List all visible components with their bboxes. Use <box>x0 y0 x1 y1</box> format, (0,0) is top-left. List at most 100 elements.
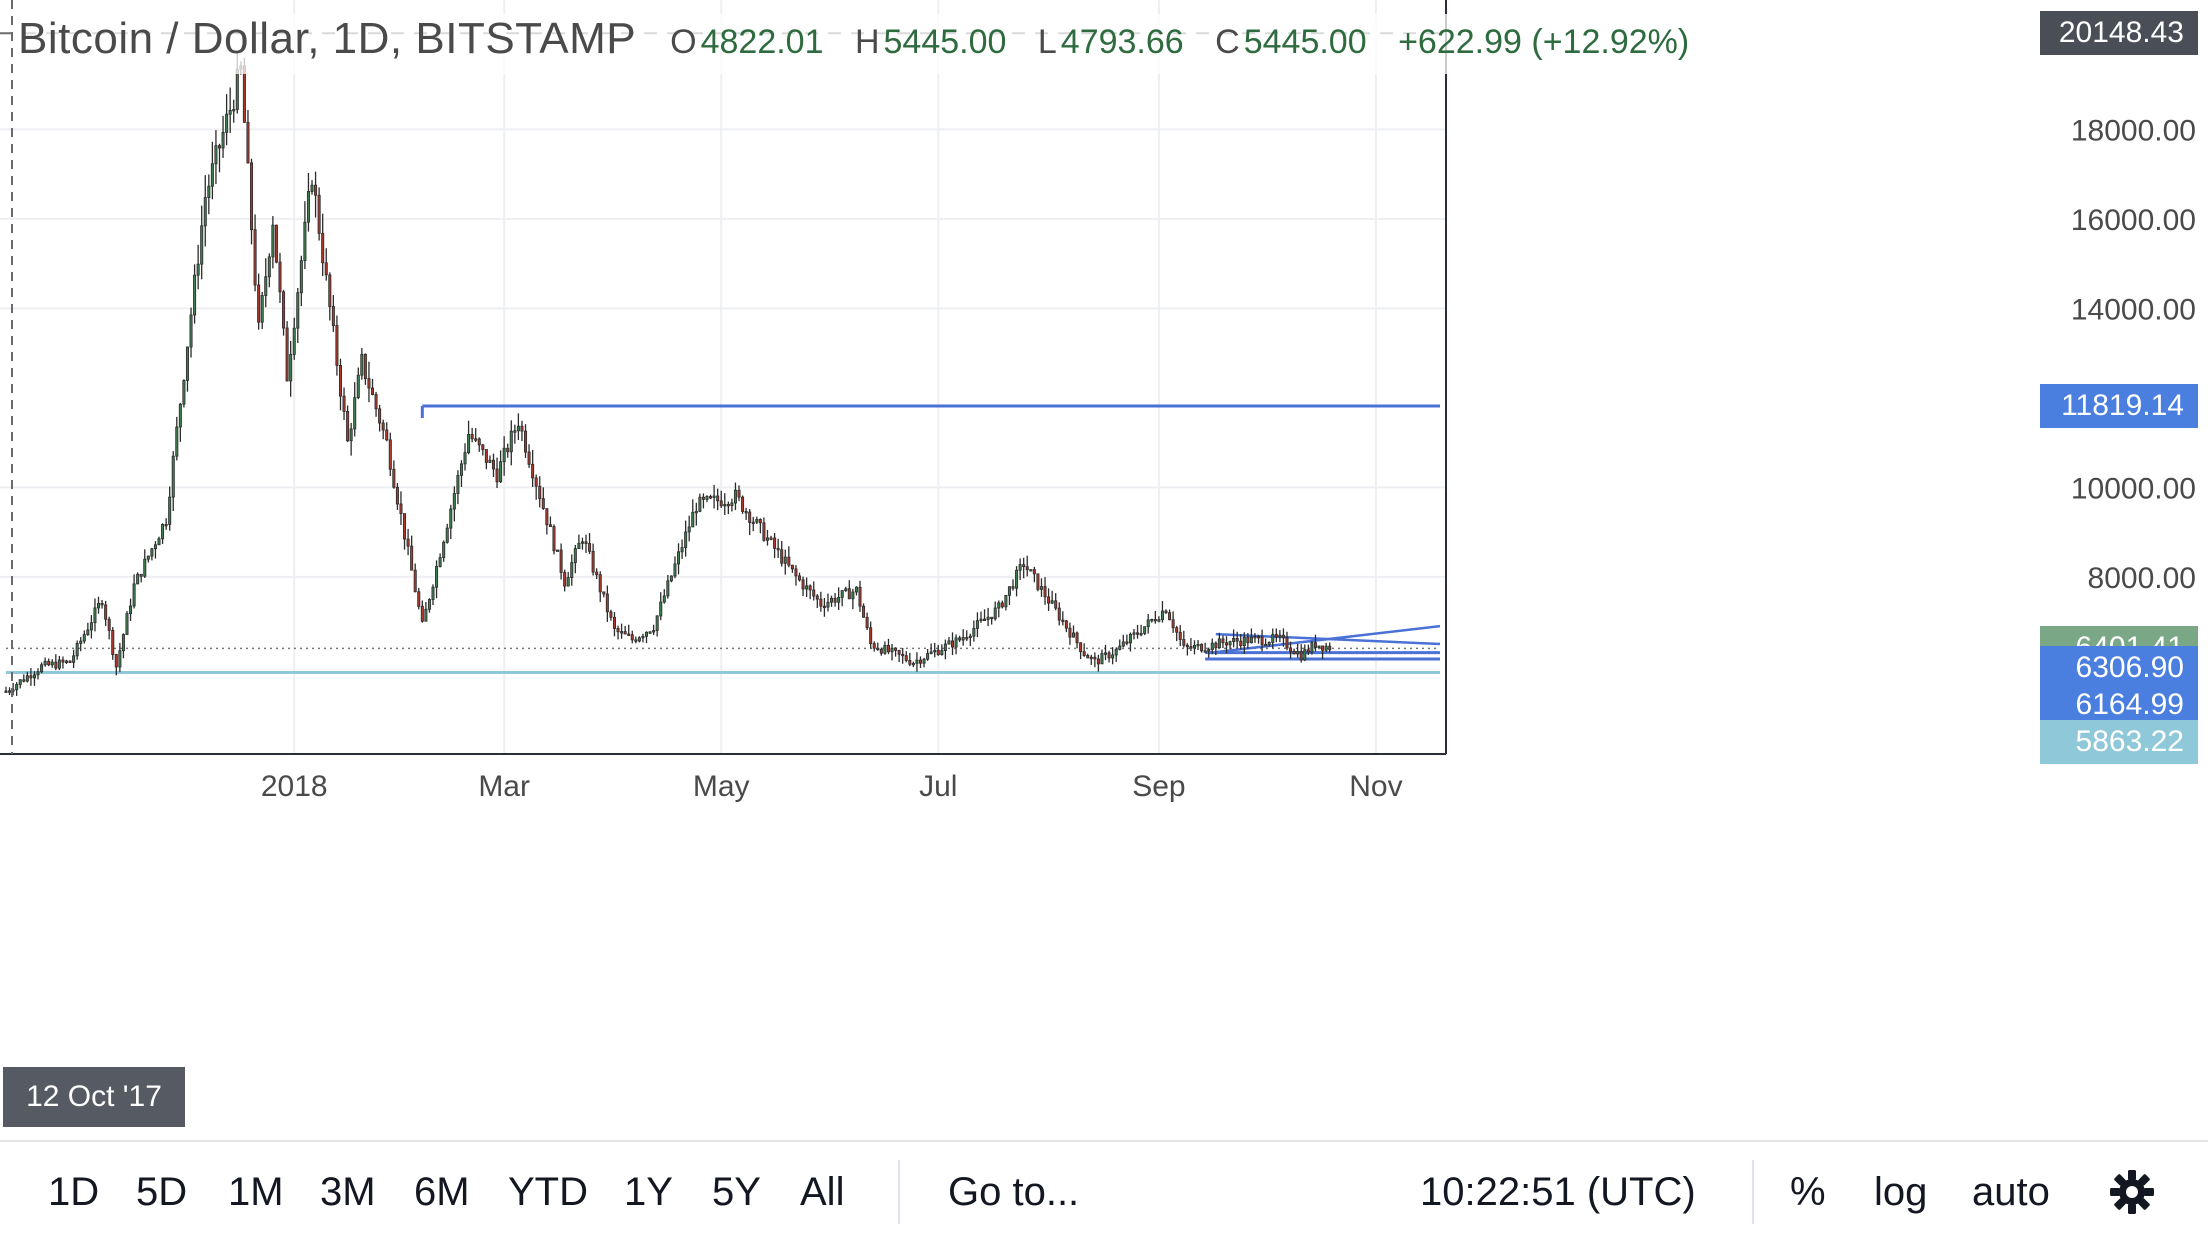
candle-body <box>1064 620 1068 629</box>
candle-body <box>972 627 976 637</box>
candle-body <box>388 439 392 470</box>
candle-body <box>484 449 488 463</box>
candle-body <box>417 591 421 607</box>
goto-date-button[interactable]: Go to... <box>948 1170 1080 1214</box>
candle-body <box>36 671 40 676</box>
candle-body <box>168 496 172 525</box>
range-3m-button[interactable]: 3M <box>320 1170 376 1214</box>
candle-body <box>217 145 222 149</box>
price-badge: 11819.14 <box>2040 383 2198 428</box>
candle-body <box>175 426 179 457</box>
candle-body <box>72 655 76 663</box>
candle-body <box>260 295 264 323</box>
range-1y-button[interactable]: 1Y <box>624 1170 673 1214</box>
candle-body <box>1057 607 1061 621</box>
candle-body <box>733 489 737 504</box>
candle-body <box>235 68 239 110</box>
candle-body <box>726 503 730 507</box>
candle-body <box>783 556 787 564</box>
candle-body <box>1061 619 1065 622</box>
candle-body <box>207 185 211 198</box>
candle-body <box>463 452 467 465</box>
candle-body <box>367 378 371 389</box>
candle-body <box>698 496 702 512</box>
range-5d-button[interactable]: 5D <box>136 1170 188 1214</box>
candle-body <box>1160 610 1164 621</box>
x-tick-label: Jul <box>919 770 957 803</box>
range-1d-button[interactable]: 1D <box>48 1170 100 1214</box>
candle-body <box>979 618 983 622</box>
candle-body <box>424 608 428 622</box>
candle-body <box>975 620 979 629</box>
candle-body <box>826 601 830 608</box>
candle-body <box>1128 633 1132 644</box>
candle-body <box>797 575 802 581</box>
candle-body <box>214 145 218 165</box>
candle-body <box>915 659 919 664</box>
candle-body <box>221 131 225 149</box>
y-tick-label: 10000.00 <box>2071 472 2196 505</box>
auto-scale-toggle[interactable]: auto <box>1972 1170 2050 1214</box>
high-key: H <box>854 23 880 61</box>
candle-body <box>40 664 44 673</box>
candle-body <box>687 526 691 533</box>
candle-body <box>474 438 478 441</box>
candle-body <box>107 618 111 631</box>
log-scale-toggle[interactable]: log <box>1874 1170 1928 1214</box>
candle-body <box>1157 619 1161 622</box>
candle-body <box>1182 639 1186 646</box>
candle-body <box>983 618 987 622</box>
utc-clock[interactable]: 10:22:51 (UTC) <box>1420 1170 1696 1214</box>
candle-body <box>1050 600 1054 604</box>
candle-body <box>1125 641 1129 644</box>
candle-body <box>392 468 396 488</box>
candle-body <box>847 588 851 600</box>
candle-body <box>459 463 463 476</box>
percent-scale-toggle[interactable]: % <box>1790 1170 1826 1214</box>
candle-body <box>1274 634 1278 638</box>
candle-body <box>161 524 165 540</box>
candle-body <box>75 643 79 657</box>
candle-body <box>1281 634 1285 639</box>
candle-body <box>32 674 36 679</box>
candle-body <box>961 637 965 641</box>
candle-body <box>1289 647 1293 652</box>
range-6m-button[interactable]: 6M <box>414 1170 470 1214</box>
candle-body <box>684 531 688 548</box>
candle-body <box>47 660 51 666</box>
candle-body <box>548 524 552 528</box>
candle-body <box>495 468 499 483</box>
candle-body <box>1278 634 1282 638</box>
candle-body <box>132 583 136 607</box>
range-ytd-button[interactable]: YTD <box>508 1170 588 1214</box>
candle-body <box>741 496 745 512</box>
candle-body <box>452 493 456 510</box>
range-5y-button[interactable]: 5Y <box>712 1170 761 1214</box>
trend-levels <box>6 404 1441 675</box>
candle-body <box>1328 645 1332 651</box>
candle-body <box>765 537 769 541</box>
candle-body <box>338 364 342 397</box>
candle-body <box>723 503 727 507</box>
candle-body <box>1143 626 1147 634</box>
candle-body <box>958 637 962 641</box>
close-value: 5445.00 <box>1243 23 1367 61</box>
candle-body <box>321 232 325 264</box>
candle-body <box>1175 627 1179 633</box>
candle-body <box>242 65 246 123</box>
range-1m-button[interactable]: 1M <box>228 1170 284 1214</box>
candle-body <box>1324 645 1328 651</box>
candle-body <box>118 650 122 668</box>
candle-body <box>228 110 232 115</box>
range-all-button[interactable]: All <box>800 1170 845 1214</box>
candle-body <box>1007 586 1011 596</box>
candle-body <box>18 679 22 685</box>
gear-icon[interactable] <box>2108 1168 2156 1216</box>
candle-body <box>29 675 33 679</box>
candle-body <box>545 508 549 526</box>
candle-body <box>111 629 115 655</box>
candle-body <box>520 425 524 432</box>
candle-body <box>951 640 955 648</box>
candle-body <box>1004 594 1008 608</box>
